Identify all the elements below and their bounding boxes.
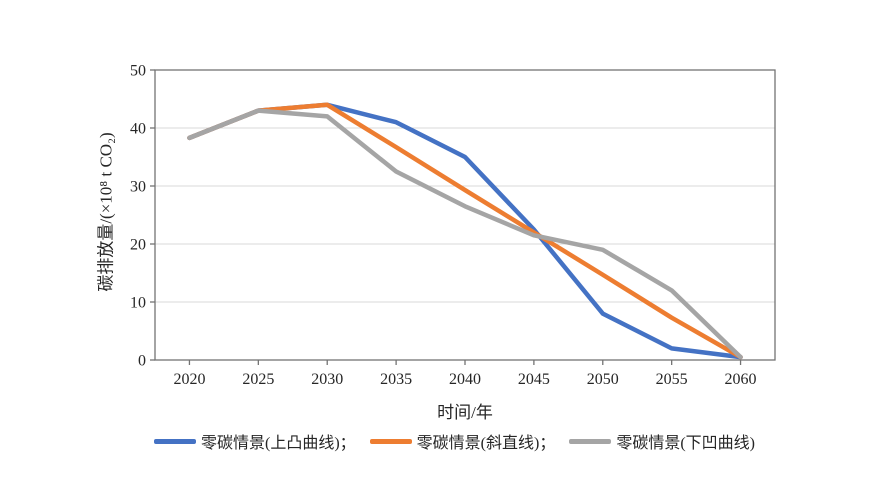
y-tick-label: 10 [130, 295, 146, 312]
legend-swatch-concave-down-line [569, 438, 612, 444]
y-tick-label: 50 [130, 63, 146, 80]
y-tick-label: 0 [138, 353, 146, 370]
legend-swatch-straight-line [369, 438, 412, 444]
x-tick-label: 2045 [518, 371, 550, 388]
legend-swatch-convex-up-line [154, 438, 196, 444]
legend-item-convex-up: 零碳情景(上凸曲线)； [154, 429, 356, 453]
x-tick-label: 2030 [311, 371, 343, 388]
x-tick-label: 2025 [242, 371, 274, 388]
x-tick-label: 2040 [449, 371, 481, 388]
series-line-0 [187, 102, 743, 360]
x-tick-label: 2020 [173, 371, 205, 388]
series-line-1 [187, 102, 743, 360]
y-tick-label: 30 [130, 179, 146, 196]
x-tick-label: 2035 [380, 371, 412, 388]
legend-label-straight: 零碳情景(斜直线)； [416, 435, 556, 452]
legend: 零碳情景(上凸曲线)； 零碳情景(斜直线)； 零碳情景(下凹曲线) [154, 429, 755, 453]
legend-item-concave-down: 零碳情景(下凹曲线) [569, 429, 755, 453]
series-line-2 [187, 108, 743, 360]
x-tick-label: 2055 [656, 371, 688, 388]
x-tick-label: 2050 [587, 371, 619, 388]
legend-label-convex-up: 零碳情景(上凸曲线)； [201, 435, 356, 452]
legend-label-concave-down: 零碳情景(下凹曲线) [616, 435, 756, 452]
y-tick-label: 40 [130, 121, 146, 138]
y-axis-title: 碳排放量/(×10⁸ t CO₂) [96, 132, 116, 292]
x-axis-title: 时间/年 [437, 403, 493, 422]
legend-item-straight: 零碳情景(斜直线)； [369, 429, 556, 453]
x-tick-label: 2060 [725, 371, 757, 388]
y-tick-label: 20 [130, 237, 146, 254]
